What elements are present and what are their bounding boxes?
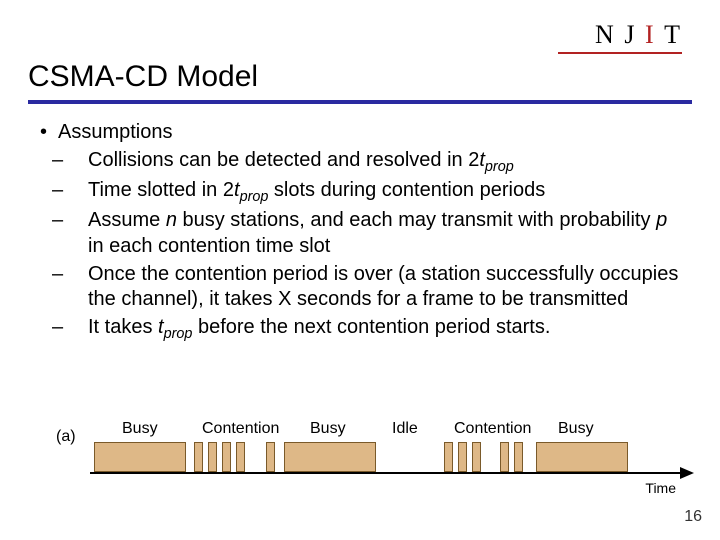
contention-slot [514,442,523,472]
contention-slot [500,442,509,472]
logo-letter: J [624,20,636,49]
sub-text: Assume [88,209,166,231]
bullet-sub: –Collisions can be detected and resolved… [70,148,680,176]
logo-letter: N [595,20,616,49]
bullet-sub: –Once the contention period is over (a s… [70,262,680,313]
timing-diagram: (a) Busy Contention Busy Idle Contention Busy… [56,418,676,508]
contention-slot [208,442,217,472]
bullet-main: •Assumptions [40,120,680,146]
logo-letter-red: I [645,20,656,49]
sub-text: before the next contention period starts… [192,316,550,338]
bullet-sub: –Time slotted in 2tprop slots during con… [70,178,680,206]
sub-subscript: prop [164,326,193,342]
diagram-label: Contention [202,420,279,438]
busy-block [94,442,186,472]
time-axis-label: Time [645,480,676,496]
sub-subscript: prop [240,189,269,205]
diagram-caption: (a) [56,428,76,446]
logo-letter: T [664,20,682,49]
title-underline [28,100,692,104]
time-axis-arrow [680,467,694,479]
contention-slot [194,442,203,472]
sub-subscript: prop [485,159,514,175]
sub-text: busy stations, and each may transmit wit… [177,209,656,231]
sub-text: Time slotted in 2 [88,179,234,201]
contention-slot [458,442,467,472]
diagram-label: Contention [454,420,531,438]
sub-text: in each contention time slot [88,235,330,257]
contention-slot [472,442,481,472]
bullet-sub: –Assume n busy stations, and each may tr… [70,208,680,259]
body-text: •Assumptions –Collisions can be detected… [40,120,680,343]
busy-block [536,442,628,472]
contention-slot [444,442,453,472]
diagram-label: Busy [122,420,158,438]
sub-ital: p [656,209,667,231]
time-axis [90,472,686,474]
page-number: 16 [684,508,702,526]
sub-text: slots during contention periods [268,179,545,201]
diagram-label: Idle [392,420,418,438]
busy-block [284,442,376,472]
sub-text: Once the contention period is over (a st… [88,263,678,311]
sub-text: Collisions can be detected and resolved … [88,149,479,171]
bullet-main-text: Assumptions [58,121,173,143]
diagram-label: Busy [558,420,594,438]
slide-title: CSMA-CD Model [28,60,258,94]
diagram-label: Busy [310,420,346,438]
sub-text: It takes [88,316,158,338]
contention-slot [266,442,275,472]
contention-slot [236,442,245,472]
bullet-sub: –It takes tprop before the next contenti… [70,315,680,343]
logo: N J I T [595,20,682,50]
slide-root: N J I T CSMA-CD Model •Assumptions –Coll… [0,0,720,540]
contention-slot [222,442,231,472]
logo-underline [558,52,682,54]
sub-ital: n [166,209,177,231]
